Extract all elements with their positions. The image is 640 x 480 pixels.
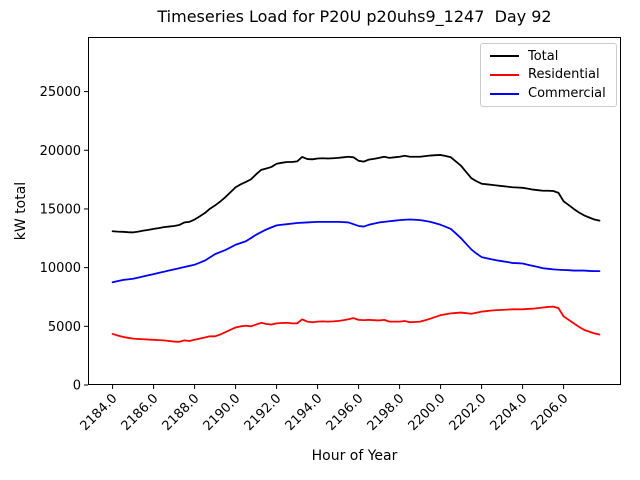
legend-label-residential: Residential — [528, 67, 600, 83]
legend-item-total: Total — [481, 50, 616, 63]
x-tick-label: 2200.0 — [406, 391, 449, 434]
legend-label-commercial: Commercial — [528, 86, 606, 102]
x-tick-label: 2194.0 — [283, 391, 326, 434]
x-tick-label: 2198.0 — [365, 391, 408, 434]
y-tick-label: 25000 — [40, 85, 81, 100]
x-tick-label: 2188.0 — [160, 391, 203, 434]
legend-swatch-residential — [490, 73, 519, 76]
x-tick-label: 2186.0 — [119, 391, 162, 434]
x-tick-label: 2196.0 — [324, 391, 367, 434]
y-tick-label: 0 — [73, 379, 81, 394]
series-line-residential — [111, 305, 601, 343]
legend-swatch-commercial — [490, 92, 519, 95]
x-tick-label: 2184.0 — [78, 391, 121, 434]
series-line-total — [111, 154, 601, 234]
x-axis-label: Hour of Year — [311, 448, 398, 464]
y-tick-label: 5000 — [48, 320, 81, 335]
x-tick-label: 2192.0 — [242, 391, 285, 434]
series-line-commercial — [111, 218, 601, 284]
y-tick-label: 10000 — [40, 261, 81, 276]
legend: Total Residential Commercial — [480, 43, 617, 107]
legend-swatch-total — [490, 55, 519, 58]
x-tick-label: 2202.0 — [447, 391, 490, 434]
legend-item-residential: Residential — [481, 68, 616, 81]
x-tick-label: 2190.0 — [201, 391, 244, 434]
x-tick-label: 2206.0 — [529, 391, 572, 434]
y-axis-label: kW total — [13, 181, 29, 241]
legend-label-total: Total — [528, 48, 559, 64]
y-tick-label: 20000 — [40, 144, 81, 159]
chart-title: Timeseries Load for P20U p20uhs9_1247 Da… — [157, 7, 552, 26]
legend-item-commercial: Commercial — [481, 87, 616, 100]
x-tick-label: 2204.0 — [488, 391, 531, 434]
y-tick-label: 15000 — [40, 202, 81, 217]
axes-frame — [88, 37, 621, 385]
